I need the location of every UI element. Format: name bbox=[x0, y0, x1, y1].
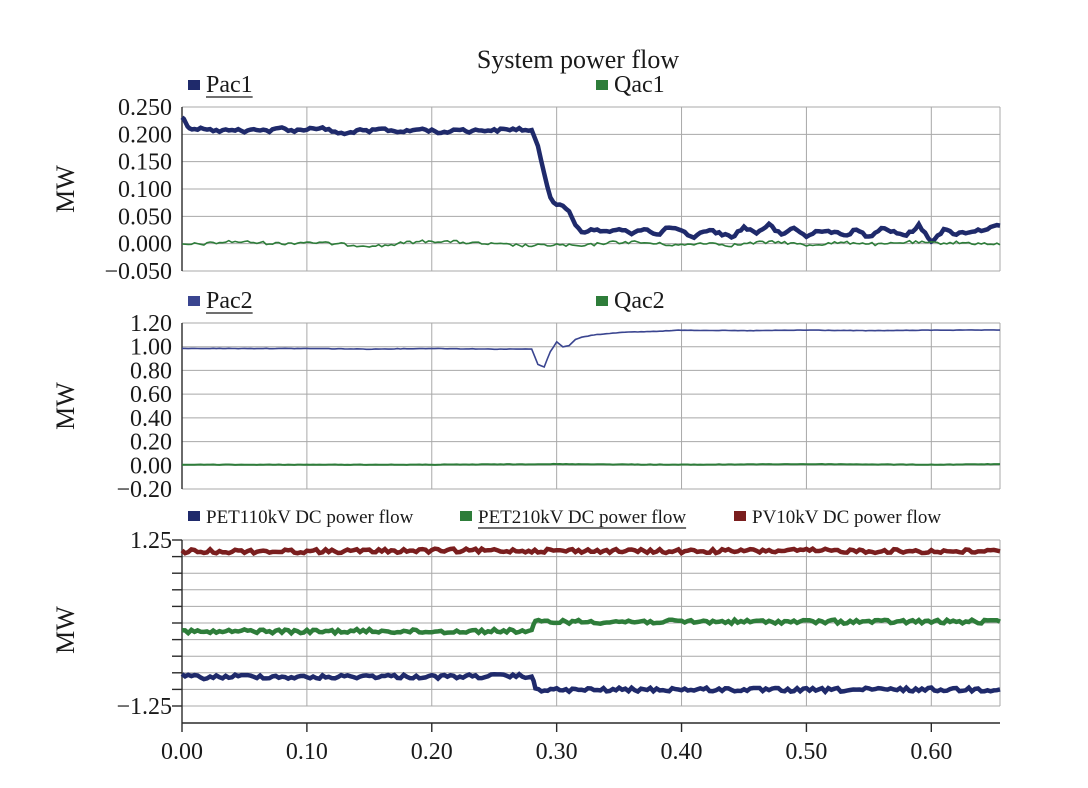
legend-label: Qac1 bbox=[614, 72, 665, 98]
x-tick-label: 0.40 bbox=[661, 739, 703, 765]
series-line-pv10kv-dc-power-flow bbox=[180, 545, 1001, 557]
y-tick-label: 0.000 bbox=[118, 232, 172, 258]
y-axis-label: MW bbox=[51, 606, 80, 654]
y-tick-label: 0.60 bbox=[130, 382, 172, 408]
x-tick-label: 0.30 bbox=[536, 739, 578, 765]
legend-label: Qac2 bbox=[614, 288, 665, 314]
y-tick-label: 0.00 bbox=[130, 453, 172, 479]
y-tick-label: 1.20 bbox=[130, 311, 172, 337]
y-tick-label: 0.050 bbox=[118, 204, 172, 230]
series-line-pac2 bbox=[182, 329, 1000, 369]
legend-swatch bbox=[734, 511, 746, 521]
legend-label: PET110kV DC power flow bbox=[206, 507, 414, 528]
legend-label: Pac1 bbox=[206, 72, 253, 98]
series-line-qac2 bbox=[181, 462, 1000, 466]
y-tick-label: 0.80 bbox=[130, 358, 172, 384]
y-tick-label: 0.250 bbox=[118, 95, 172, 121]
series-line-pac1 bbox=[180, 115, 1001, 245]
legend-swatch bbox=[596, 296, 608, 306]
x-tick-label: 0.60 bbox=[910, 739, 952, 765]
x-tick-label: 0.10 bbox=[286, 739, 328, 765]
y-tick-label: −0.20 bbox=[116, 477, 172, 503]
legend-swatch bbox=[188, 296, 200, 306]
y-tick-label: 0.150 bbox=[118, 150, 172, 176]
y-tick-label: 0.40 bbox=[130, 406, 172, 432]
y-axis-label: MW bbox=[51, 165, 80, 213]
y-axis-label: MW bbox=[51, 382, 80, 430]
y-tick-label: −1.25 bbox=[116, 694, 172, 720]
chart-title: System power flow bbox=[477, 45, 679, 74]
y-tick-label: 0.100 bbox=[118, 177, 172, 203]
y-tick-label: 0.20 bbox=[130, 430, 172, 456]
legend-swatch bbox=[460, 511, 472, 521]
legend-label: Pac2 bbox=[206, 288, 253, 314]
panel-2: 1.201.000.800.600.400.200.00−0.20 MW Pac2 Q… bbox=[51, 288, 1001, 503]
legend-label: PET210kV DC power flow bbox=[478, 507, 686, 528]
x-tick-label: 0.00 bbox=[161, 739, 203, 765]
x-tick-label: 0.20 bbox=[411, 739, 453, 765]
y-tick-label: 1.00 bbox=[130, 335, 172, 361]
legend-swatch bbox=[596, 80, 608, 90]
legend-swatch bbox=[188, 511, 200, 521]
y-tick-label: 0.200 bbox=[118, 122, 172, 148]
x-tick-label: 0.50 bbox=[785, 739, 827, 765]
series-line-pet210kv-dc-power-flow bbox=[181, 616, 1001, 637]
y-tick-label: 1.25 bbox=[130, 528, 172, 554]
y-tick-label: −0.050 bbox=[104, 259, 172, 285]
series-line-pet110kv-dc-power-flow bbox=[180, 671, 1001, 696]
panel-3: 1.25 −1.25 MW PET110kV DC power flow PET210k… bbox=[51, 507, 1001, 765]
series-line-qac1 bbox=[181, 239, 1001, 248]
legend-label: PV10kV DC power flow bbox=[752, 507, 941, 528]
legend-swatch bbox=[188, 80, 200, 90]
